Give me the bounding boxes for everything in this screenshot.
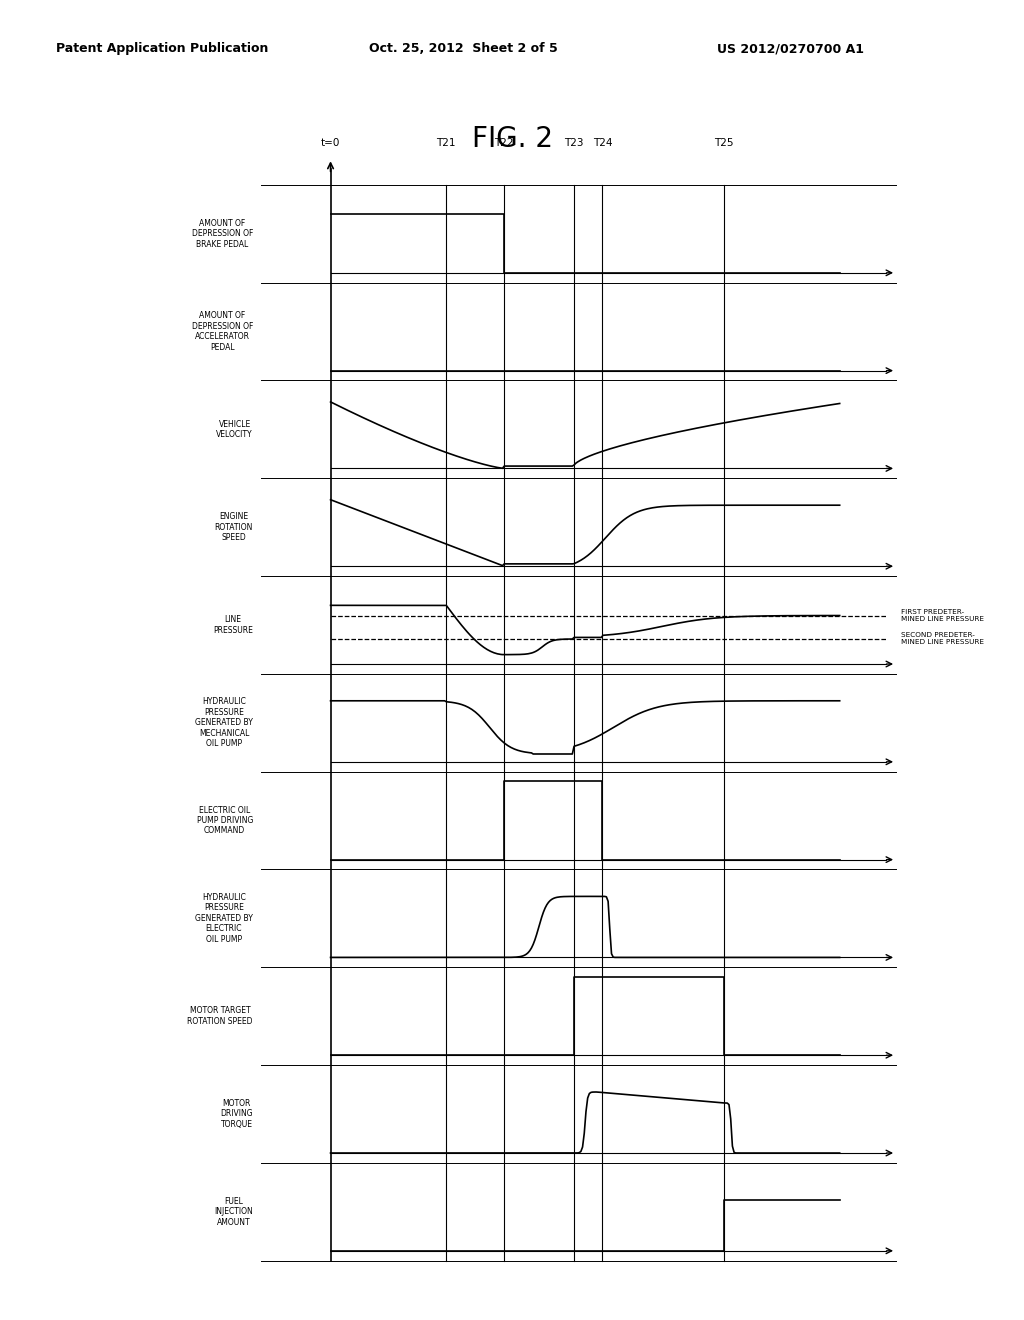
Text: HYDRAULIC
PRESSURE
GENERATED BY
MECHANICAL
OIL PUMP: HYDRAULIC PRESSURE GENERATED BY MECHANIC… xyxy=(195,697,253,748)
Text: T22: T22 xyxy=(495,137,514,148)
Text: T23: T23 xyxy=(564,137,584,148)
Text: FUEL
INJECTION
AMOUNT: FUEL INJECTION AMOUNT xyxy=(214,1197,253,1226)
Text: FIG. 2: FIG. 2 xyxy=(471,125,553,153)
Text: AMOUNT OF
DEPRESSION OF
ACCELERATOR
PEDAL: AMOUNT OF DEPRESSION OF ACCELERATOR PEDA… xyxy=(191,312,253,351)
Text: ELECTRIC OIL
PUMP DRIVING
COMMAND: ELECTRIC OIL PUMP DRIVING COMMAND xyxy=(197,805,253,836)
Text: T25: T25 xyxy=(714,137,734,148)
Text: ENGINE
ROTATION
SPEED: ENGINE ROTATION SPEED xyxy=(215,512,253,543)
Text: Oct. 25, 2012  Sheet 2 of 5: Oct. 25, 2012 Sheet 2 of 5 xyxy=(369,42,557,55)
Text: US 2012/0270700 A1: US 2012/0270700 A1 xyxy=(717,42,864,55)
Text: MOTOR TARGET
ROTATION SPEED: MOTOR TARGET ROTATION SPEED xyxy=(187,1006,253,1026)
Text: FIRST PREDETER-
MINED LINE PRESSURE: FIRST PREDETER- MINED LINE PRESSURE xyxy=(901,609,984,622)
Text: AMOUNT OF
DEPRESSION OF
BRAKE PEDAL: AMOUNT OF DEPRESSION OF BRAKE PEDAL xyxy=(191,219,253,248)
Text: HYDRAULIC
PRESSURE
GENERATED BY
ELECTRIC
OIL PUMP: HYDRAULIC PRESSURE GENERATED BY ELECTRIC… xyxy=(195,894,253,944)
Text: MOTOR
DRIVING
TORQUE: MOTOR DRIVING TORQUE xyxy=(220,1100,253,1129)
Text: SECOND PREDETER-
MINED LINE PRESSURE: SECOND PREDETER- MINED LINE PRESSURE xyxy=(901,632,984,645)
Text: t=0: t=0 xyxy=(321,137,340,148)
Text: T21: T21 xyxy=(436,137,456,148)
Text: VEHICLE
VELOCITY: VEHICLE VELOCITY xyxy=(216,420,253,440)
Text: Patent Application Publication: Patent Application Publication xyxy=(56,42,268,55)
Text: T24: T24 xyxy=(593,137,612,148)
Text: LINE
PRESSURE: LINE PRESSURE xyxy=(213,615,253,635)
